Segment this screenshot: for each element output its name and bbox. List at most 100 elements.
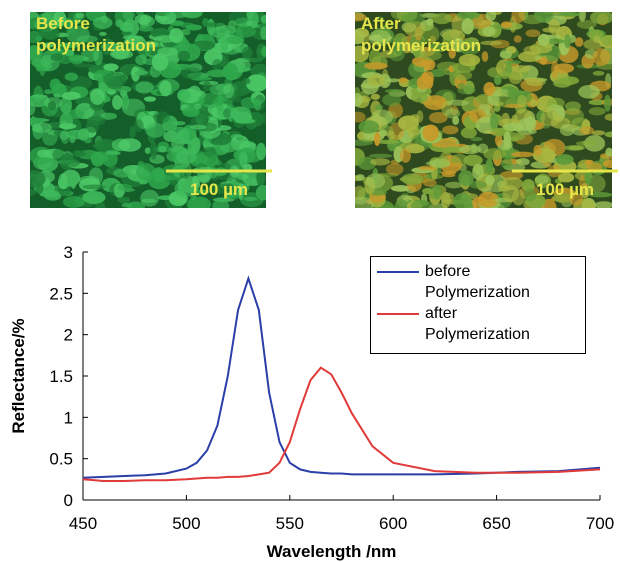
- domain-blob: [542, 27, 558, 32]
- domain-blob: [216, 99, 224, 111]
- domain-blob: [604, 95, 611, 112]
- domain-blob: [119, 22, 134, 32]
- y-tick-label: 2: [64, 326, 73, 345]
- domain-blob: [590, 11, 614, 25]
- y-tick-label: 2.5: [49, 284, 73, 303]
- domain-blob: [59, 123, 77, 129]
- domain-blob: [398, 115, 419, 130]
- domain-blob: [83, 185, 106, 190]
- domain-blob: [359, 120, 379, 133]
- domain-blob: [560, 124, 575, 136]
- x-tick-label: 700: [586, 514, 614, 533]
- domain-blob: [177, 89, 190, 102]
- domain-blob: [417, 76, 429, 90]
- domain-blob: [168, 147, 187, 152]
- domain-blob: [575, 37, 583, 47]
- domain-blob: [224, 63, 238, 80]
- domain-blob: [502, 185, 518, 202]
- domain-blob: [113, 169, 131, 178]
- domain-blob: [256, 143, 266, 160]
- y-tick-label: 1.5: [49, 367, 73, 386]
- domain-blob: [386, 163, 404, 175]
- domain-blob: [516, 158, 530, 165]
- domain-blob: [212, 200, 229, 212]
- domain-blob: [65, 73, 78, 81]
- domain-blob: [534, 6, 553, 23]
- domain-blob: [582, 140, 597, 145]
- domain-blob: [54, 93, 61, 97]
- domain-blob: [356, 174, 365, 181]
- domain-blob: [62, 92, 81, 100]
- domain-blob: [190, 125, 206, 130]
- domain-blob: [351, 197, 373, 212]
- domain-blob: [150, 142, 157, 160]
- domain-blob: [131, 70, 148, 75]
- domain-blob: [605, 114, 617, 121]
- domain-blob: [543, 152, 556, 159]
- domain-blob: [486, 158, 493, 173]
- domain-blob: [203, 147, 217, 157]
- domain-blob: [427, 18, 434, 26]
- domain-blob: [181, 67, 202, 79]
- domain-blob: [589, 107, 606, 115]
- domain-blob: [158, 146, 167, 152]
- domain-blob: [103, 72, 127, 87]
- domain-blob: [524, 189, 536, 202]
- x-tick-label: 450: [69, 514, 97, 533]
- domain-blob: [82, 191, 105, 204]
- domain-blob: [186, 24, 202, 30]
- domain-blob: [593, 71, 605, 76]
- domain-blob: [236, 173, 248, 180]
- domain-blob: [523, 46, 541, 56]
- x-tick-label: 550: [276, 514, 304, 533]
- y-tick-label: 3: [64, 243, 73, 262]
- y-tick-label: 1: [64, 408, 73, 427]
- domain-blob: [480, 41, 502, 46]
- domain-blob: [117, 184, 132, 191]
- domain-blob: [504, 131, 511, 148]
- domain-blob: [73, 64, 95, 68]
- domain-blob: [564, 145, 585, 151]
- domain-blob: [464, 203, 474, 209]
- domain-blob: [477, 143, 488, 153]
- domain-blob: [144, 96, 156, 101]
- domain-blob: [371, 94, 380, 100]
- domain-blob: [48, 101, 56, 111]
- domain-blob: [122, 9, 135, 20]
- legend-swatch: [377, 313, 419, 315]
- legend-label: before Polymerization: [425, 261, 565, 303]
- panel-label: After: [361, 14, 401, 33]
- domain-blob: [482, 26, 495, 36]
- domain-blob: [223, 84, 234, 98]
- panel-label: polymerization: [36, 36, 156, 55]
- domain-blob: [438, 142, 457, 147]
- domain-blob: [559, 12, 581, 17]
- domain-blob: [221, 36, 229, 52]
- domain-blob: [242, 78, 250, 85]
- domain-blob: [374, 132, 380, 146]
- domain-blob: [540, 57, 548, 65]
- domain-blob: [485, 175, 494, 185]
- domain-blob: [118, 138, 141, 152]
- domain-blob: [164, 11, 188, 18]
- domain-blob: [507, 88, 519, 99]
- domain-blob: [500, 50, 512, 59]
- domain-blob: [456, 11, 479, 19]
- domain-blob: [261, 113, 269, 124]
- domain-blob: [236, 136, 243, 141]
- domain-blob: [501, 159, 512, 169]
- domain-blob: [89, 167, 103, 185]
- domain-blob: [386, 78, 400, 82]
- domain-blob: [24, 189, 35, 196]
- domain-blob: [236, 25, 256, 37]
- domain-blob: [188, 141, 196, 152]
- domain-blob: [593, 35, 600, 42]
- domain-blob: [525, 78, 545, 86]
- domain-blob: [458, 86, 476, 94]
- domain-blob: [44, 192, 61, 201]
- domain-blob: [511, 152, 534, 158]
- domain-blob: [385, 89, 403, 93]
- domain-blob: [364, 62, 388, 69]
- domain-blob: [401, 173, 423, 185]
- x-tick-label: 500: [172, 514, 200, 533]
